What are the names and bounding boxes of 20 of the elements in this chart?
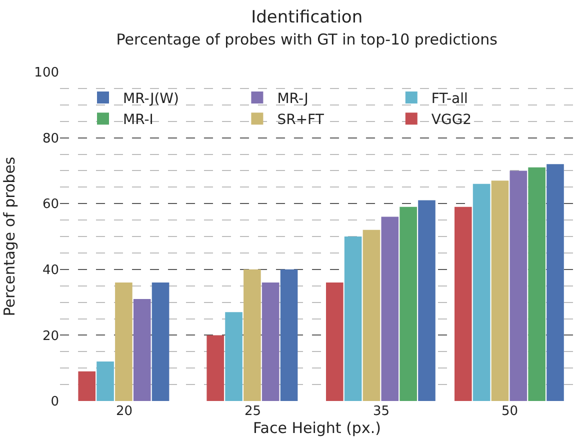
x-tick-label: 25 bbox=[244, 404, 262, 419]
legend-label: MR-J bbox=[277, 90, 308, 107]
chart-subtitle: Percentage of probes with GT in top-10 predictions bbox=[116, 30, 498, 48]
x-tick-label: 35 bbox=[372, 404, 390, 419]
y-tick-label: 60 bbox=[42, 197, 59, 212]
legend-label: MR-I bbox=[123, 112, 154, 128]
y-tick-label: 20 bbox=[42, 328, 59, 344]
y-tick-label: 100 bbox=[34, 66, 59, 81]
legend-label: SR+FT bbox=[277, 112, 324, 128]
y-tick-label: 80 bbox=[42, 131, 59, 146]
y-tick-label: 0 bbox=[50, 394, 59, 410]
y-axis-title: Percentage of probes bbox=[0, 156, 18, 316]
x-tick-label: 20 bbox=[116, 404, 133, 419]
x-tick-label: 50 bbox=[501, 404, 518, 419]
legend-label: MR-J(W) bbox=[123, 90, 179, 107]
chart-title: Identification bbox=[251, 7, 363, 28]
x-axis-title: Face Height (px.) bbox=[253, 419, 381, 437]
y-tick-label: 40 bbox=[42, 262, 59, 278]
legend-label: FT-all bbox=[431, 90, 468, 107]
legend-label: VGG2 bbox=[431, 112, 472, 128]
